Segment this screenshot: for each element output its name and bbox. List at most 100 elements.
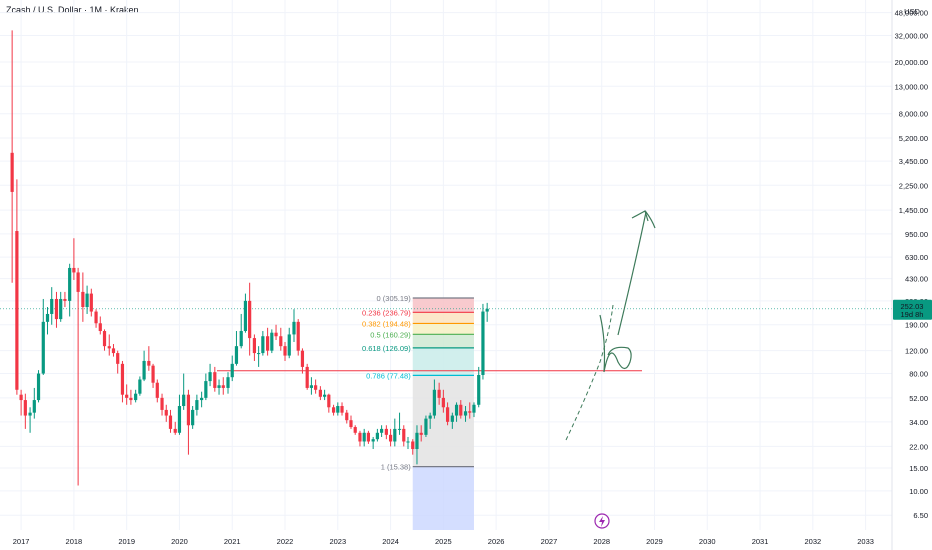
candle-body — [432, 389, 436, 416]
candle-body — [397, 428, 402, 430]
candle-body — [134, 393, 138, 401]
candle-body — [147, 360, 151, 366]
candle-body — [168, 415, 173, 429]
price-tick-label: 20,000.00 — [895, 58, 928, 67]
price-tick-label: 32,000.00 — [895, 31, 928, 40]
candle-body — [375, 432, 379, 440]
candle-body — [186, 394, 191, 426]
consolidation-loop[interactable] — [599, 314, 632, 373]
price-tick-label: 80.00 — [909, 370, 928, 379]
fib-band — [412, 334, 474, 348]
candle-body — [292, 321, 296, 335]
price-tick-label: 120.00 — [905, 347, 928, 356]
candle-body — [94, 311, 98, 324]
candle-body — [261, 336, 265, 354]
candle-body — [142, 360, 146, 380]
price-tick-label: 630.00 — [905, 253, 928, 262]
fib-level-label: 0.618 (126.09) — [362, 344, 411, 353]
candles — [10, 30, 489, 486]
candle-body — [419, 432, 423, 435]
candle-body — [388, 434, 393, 442]
drawings[interactable] — [565, 210, 656, 529]
candle-body — [45, 313, 50, 322]
candle-body — [164, 409, 168, 416]
target-arrow-path[interactable] — [617, 210, 656, 336]
candle-body — [459, 404, 463, 416]
lightning-icon[interactable] — [594, 513, 610, 529]
candle-body — [195, 400, 199, 410]
fib-level-label: 0.382 (194.48) — [362, 319, 411, 328]
projection-dashed-path[interactable] — [565, 304, 614, 441]
fib-band — [412, 312, 474, 324]
fib-band — [412, 298, 474, 313]
candle-body — [239, 331, 243, 347]
time-tick-label: 2030 — [699, 537, 716, 546]
candle-body — [120, 363, 125, 395]
candle-body — [305, 366, 309, 388]
price-tick-label: 430.00 — [905, 275, 928, 284]
candle-body — [81, 291, 85, 308]
price-axis[interactable] — [892, 0, 932, 550]
candle-body — [481, 311, 485, 375]
candle-body — [450, 415, 454, 422]
time-tick-label: 2025 — [435, 537, 452, 546]
candle-body — [28, 412, 32, 416]
current-price-countdown: 19d 8h — [901, 310, 924, 319]
candle-body — [353, 427, 357, 433]
candle-body — [380, 428, 384, 433]
candle-body — [151, 365, 155, 383]
candle-body — [89, 293, 93, 312]
candle-body — [468, 411, 472, 413]
price-tick-label: 34.00 — [909, 418, 928, 427]
time-tick-label: 2023 — [329, 537, 346, 546]
chart-title: Zcash / U.S. Dollar · 1M · Kraken — [6, 5, 139, 15]
target-arrowhead — [631, 210, 649, 222]
price-axis-unit: USD — [904, 7, 920, 16]
candle-body — [384, 428, 388, 435]
candle-body — [309, 385, 314, 388]
candle-body — [393, 428, 397, 442]
candle-body — [111, 348, 116, 354]
price-tick-label: 52.00 — [909, 394, 928, 403]
candle-body — [287, 334, 291, 356]
candle-body — [98, 323, 102, 332]
candle-body — [415, 432, 419, 450]
fib-extension-band — [412, 466, 474, 530]
candle-body — [32, 400, 36, 413]
fib-level-label: 0.786 (77.48) — [366, 371, 411, 380]
candle-body — [279, 336, 283, 347]
fib-level-label: 0 (305.19) — [377, 294, 412, 303]
candle-body — [129, 397, 133, 401]
fib-level-label: 0.236 (236.79) — [362, 308, 411, 317]
candle-body — [296, 321, 300, 351]
candle-body — [36, 373, 41, 401]
candle-body — [213, 372, 217, 388]
horizontal-line[interactable] — [0, 308, 892, 372]
candle-body — [234, 346, 239, 364]
candle-body — [248, 300, 252, 339]
time-tick-label: 2029 — [646, 537, 663, 546]
price-tick-label: 3,450.00 — [899, 157, 928, 166]
price-tick-label: 8,000.00 — [899, 110, 928, 119]
candle-body — [402, 428, 406, 442]
candle-body — [252, 338, 257, 354]
price-tick-label: 13,000.00 — [895, 82, 928, 91]
candle-body — [208, 372, 212, 382]
candle-body — [191, 409, 195, 426]
candle-body — [331, 407, 336, 413]
price-tick-label: 48,000.00 — [895, 9, 928, 18]
lightning-icon-bolt — [599, 516, 605, 527]
candle-body — [160, 397, 164, 410]
current-price-badge[interactable] — [893, 299, 932, 320]
candle-body — [68, 267, 72, 301]
candle-body — [50, 298, 54, 314]
time-tick-label: 2024 — [382, 537, 399, 546]
candle-body — [283, 346, 287, 356]
candle-body — [182, 394, 186, 407]
candle-body — [371, 439, 375, 442]
candle-body — [437, 389, 441, 398]
candle-body — [102, 331, 107, 347]
candle-body — [445, 407, 450, 422]
